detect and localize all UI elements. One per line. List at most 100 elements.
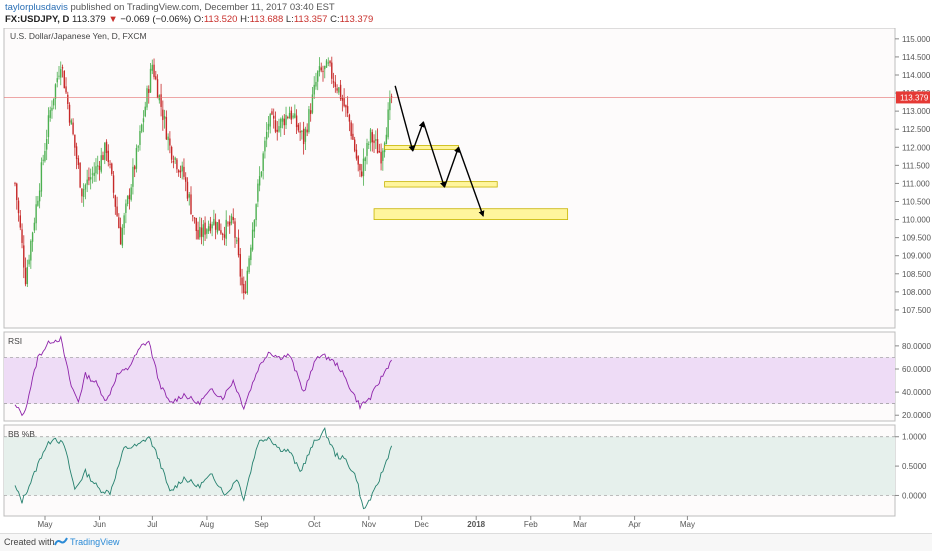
x-tick-label: Feb (524, 520, 538, 529)
author-link[interactable]: taylorplusdavis (5, 2, 68, 13)
low-value: 113.357 (293, 14, 328, 25)
candle-body (204, 222, 206, 235)
created-with-text: Created with (4, 537, 55, 547)
candle-body (151, 64, 153, 71)
candle-body (320, 67, 322, 71)
publish-line: taylorplusdavis published on TradingView… (5, 2, 335, 13)
candle-body (193, 217, 196, 219)
x-tick-label: Jul (147, 520, 157, 529)
candle-body (148, 89, 150, 94)
tradingview-brand[interactable]: TradingView (70, 537, 120, 547)
candle-body (144, 106, 146, 117)
candle-body (299, 130, 301, 133)
chart-area[interactable]: U.S. Dollar/Japanese Yen, D, FXCM 115.000… (0, 28, 932, 533)
candle-body (192, 215, 194, 217)
candle-body (353, 139, 356, 151)
candle-body (75, 146, 78, 159)
candle-body (63, 70, 65, 89)
symbol-label[interactable]: FX:USDJPY, D (5, 14, 70, 25)
candle-body (382, 150, 384, 161)
candle-body (287, 117, 289, 119)
y-tick-label: 60.0000 (902, 365, 931, 374)
candle-body (211, 224, 213, 229)
candle-body (188, 194, 190, 198)
candle-body (176, 159, 178, 170)
candle-body (49, 110, 51, 118)
candle-body (387, 109, 389, 138)
candle-body (364, 157, 366, 162)
price-change: −0.069 (−0.06%) (120, 14, 192, 25)
candle-body (98, 166, 101, 170)
candle-body (348, 114, 351, 122)
y-tick-label: 110.500 (902, 197, 931, 206)
candle-body (341, 97, 344, 101)
candle-body (331, 62, 333, 79)
candle-body (31, 232, 34, 242)
projection-arrow (422, 121, 446, 188)
candle-body (318, 66, 321, 72)
candle-body (250, 247, 252, 261)
candle-body (380, 151, 382, 164)
candle-body (273, 115, 275, 119)
candle-body (371, 132, 373, 143)
candle-body (390, 96, 393, 98)
candle-body (267, 123, 270, 130)
x-tick-label: Nov (362, 520, 376, 529)
candle-body (230, 215, 233, 224)
candle-body (141, 124, 143, 132)
candle-body (60, 69, 62, 78)
projection-arrow (443, 146, 460, 188)
candle-body (28, 259, 30, 265)
candle-body (53, 98, 55, 106)
candle-body (40, 162, 43, 192)
candle-body (186, 181, 189, 199)
candle-body (368, 143, 370, 145)
y-tick-label: 109.500 (902, 234, 931, 243)
candle-body (325, 60, 328, 68)
candle-body (295, 115, 298, 128)
y-tick-label: 108.500 (902, 270, 931, 279)
candle-body (119, 226, 122, 245)
x-tick-label: Aug (200, 520, 214, 529)
candle-body (339, 84, 342, 99)
projection-arrow (457, 147, 485, 217)
candle-body (165, 117, 168, 140)
high-label: H: (240, 14, 250, 25)
candle-body (343, 98, 345, 107)
candle-body (169, 138, 171, 146)
candle-body (51, 107, 53, 111)
bb-pane[interactable]: BB %B 1.0000 0.5000 0.0000 (3, 424, 927, 517)
candle-body (167, 136, 169, 141)
candle-body (174, 157, 176, 161)
candle-body (72, 122, 74, 135)
candle-body (163, 116, 166, 119)
candle-body (38, 190, 41, 202)
bb-band (4, 436, 895, 496)
candle-body (74, 134, 76, 148)
candle-body (162, 109, 164, 121)
candle-body (102, 155, 104, 160)
tradingview-logo-icon[interactable] (54, 536, 68, 548)
candle-body (223, 234, 226, 238)
candle-body (61, 67, 64, 69)
candle-body (373, 140, 375, 143)
candle-body (237, 237, 240, 256)
candle-body (302, 128, 305, 145)
time-axis[interactable]: May Jun Jul Aug Sep Oct Nov Dec 2018 Feb Mar Apr May (37, 516, 695, 529)
x-tick-label: May (37, 520, 52, 529)
candle-body (246, 270, 249, 294)
price-pane[interactable]: U.S. Dollar/Japanese Yen, D, FXCM 115.000… (3, 28, 931, 329)
candle-body (315, 81, 317, 87)
support-zone (384, 145, 459, 150)
candle-body (241, 277, 243, 286)
candle-body (229, 221, 231, 226)
candle-body (100, 155, 102, 172)
rsi-pane[interactable]: RSI 80.0000 60.0000 40.0000 20.0000 (3, 331, 931, 422)
last-price: 113.379 (72, 14, 106, 25)
candle-body (58, 75, 60, 77)
candle-body (269, 113, 271, 127)
candle-body (251, 229, 254, 250)
candle-body (156, 79, 159, 99)
candle-body (221, 233, 224, 235)
candle-body (197, 229, 199, 239)
